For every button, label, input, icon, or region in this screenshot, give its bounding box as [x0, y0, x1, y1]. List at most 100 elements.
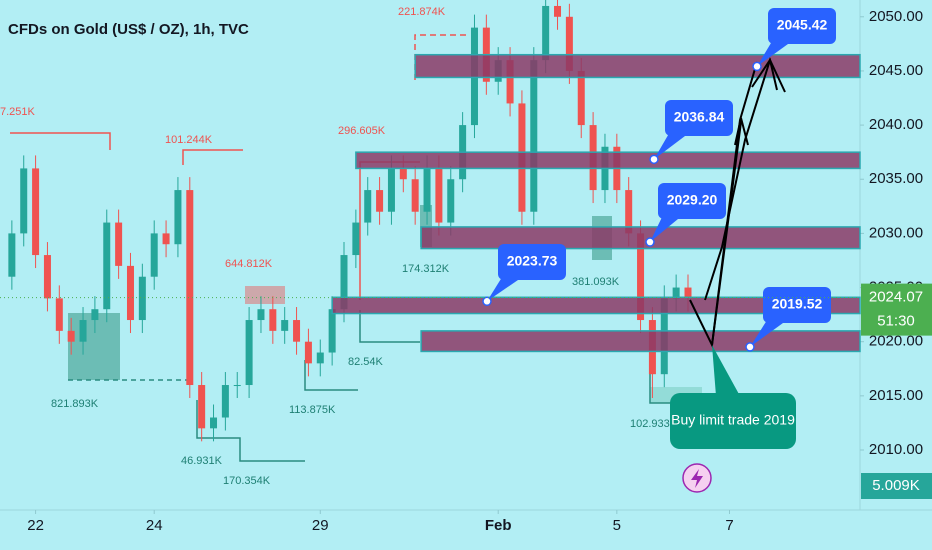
volume-annotation: 113.875K	[289, 404, 336, 416]
candle-body	[387, 168, 395, 212]
candle-body	[352, 222, 360, 256]
callout-box	[498, 244, 566, 280]
x-tick-label: 24	[146, 517, 163, 534]
candle-body	[565, 16, 573, 71]
candle-body	[411, 179, 419, 212]
volume-box	[861, 473, 932, 499]
event-icon-bolt	[691, 469, 703, 488]
candle-body	[672, 287, 680, 299]
volume-label: 5.009K	[872, 477, 920, 494]
volume-annotation: 296.605K	[338, 125, 386, 137]
volume-annotation: 174.312K	[402, 263, 450, 275]
candle-body	[103, 222, 111, 310]
callout-box	[665, 100, 733, 136]
level-line	[10, 132, 111, 150]
candle-body	[79, 320, 87, 342]
candle-body	[245, 320, 253, 386]
candle-body	[376, 190, 384, 212]
note-tail	[712, 345, 740, 396]
volume-annotation: 381.093K	[572, 276, 620, 288]
level-line	[196, 400, 305, 462]
candle-body	[530, 60, 538, 212]
volume-annotation: 644.812K	[225, 258, 273, 270]
countdown-label: 51:30	[877, 313, 915, 330]
y-tick-label: 2030.00	[869, 224, 923, 241]
candle-body	[435, 168, 443, 223]
candle-body	[150, 233, 158, 277]
y-tick-label: 2040.00	[869, 116, 923, 133]
candle-body	[447, 179, 455, 223]
range-box	[68, 313, 120, 380]
x-tick-label: Feb	[485, 517, 512, 534]
level-line	[182, 149, 243, 165]
candle-body	[55, 298, 63, 331]
candle-body	[293, 320, 301, 342]
candle-body	[637, 233, 645, 321]
volume-annotation: 170.354K	[223, 475, 271, 487]
callout-label: 2045.42	[777, 17, 828, 33]
candle-body	[684, 287, 692, 298]
y-tick-label: 2020.00	[869, 333, 923, 350]
callout-tail	[757, 38, 788, 67]
candle-body	[625, 190, 633, 234]
candle-body	[577, 70, 585, 126]
candle-body	[328, 309, 336, 353]
arrow-head	[751, 57, 778, 91]
candle-body	[554, 5, 562, 17]
volume-annotation: 821.893K	[51, 398, 99, 410]
volume-annotation: 82.54K	[348, 356, 384, 368]
callout-point	[645, 237, 655, 247]
last-price-label: 2024.07	[869, 289, 923, 306]
projection-line	[704, 57, 786, 301]
candle-body	[281, 320, 289, 331]
candle-body	[67, 330, 75, 342]
candle-body	[364, 190, 372, 223]
callout-label: 2023.73	[507, 253, 558, 269]
candle-body	[198, 385, 206, 429]
volume-annotation: 46.931K	[181, 455, 223, 467]
x-tick-label: 29	[312, 517, 329, 534]
note-box	[670, 393, 796, 449]
x-tick-label: 7	[725, 517, 733, 534]
callout-point	[649, 154, 659, 165]
candle-body	[399, 168, 407, 180]
callout-tail	[750, 317, 783, 347]
callout-label: 2029.20	[667, 192, 718, 208]
callout-tail	[487, 274, 518, 302]
candle-body	[138, 276, 146, 321]
callout-point	[745, 342, 755, 352]
candle-body	[43, 255, 51, 299]
candle-body	[162, 233, 170, 245]
callout-point	[482, 296, 492, 307]
chart-title: CFDs on Gold (US$ / OZ), 1h, TVC	[8, 21, 249, 38]
y-tick-label: 2050.00	[869, 8, 923, 25]
callout-point	[752, 61, 762, 72]
candle-body	[186, 190, 194, 386]
candle-body	[542, 5, 550, 61]
supply-demand-zone	[420, 226, 861, 250]
candle-body	[20, 168, 28, 234]
candle-body	[233, 385, 241, 387]
candle-body	[115, 222, 123, 266]
level-line	[359, 310, 420, 343]
callout-box	[763, 287, 831, 323]
volume-annotation: 101.244K	[165, 134, 213, 146]
callout-label: 2036.84	[674, 109, 725, 125]
callout-label: 2019.52	[772, 296, 823, 312]
candle-body	[304, 341, 312, 364]
candle-body	[210, 417, 218, 429]
candle-body	[126, 265, 134, 321]
volume-annotation: 221.874K	[398, 6, 446, 18]
candle-body	[316, 352, 324, 364]
x-tick-label: 5	[613, 517, 621, 534]
supply-demand-zone	[420, 330, 861, 353]
y-tick-label: 2010.00	[869, 441, 923, 458]
callout-tail	[650, 213, 678, 243]
callout-tail	[654, 130, 685, 160]
volume-annotation: 102.933K	[630, 418, 678, 430]
candle-body	[174, 190, 182, 245]
y-tick-label: 2015.00	[869, 387, 923, 404]
y-tick-label: 2035.00	[869, 170, 923, 187]
candle-body	[221, 385, 229, 418]
